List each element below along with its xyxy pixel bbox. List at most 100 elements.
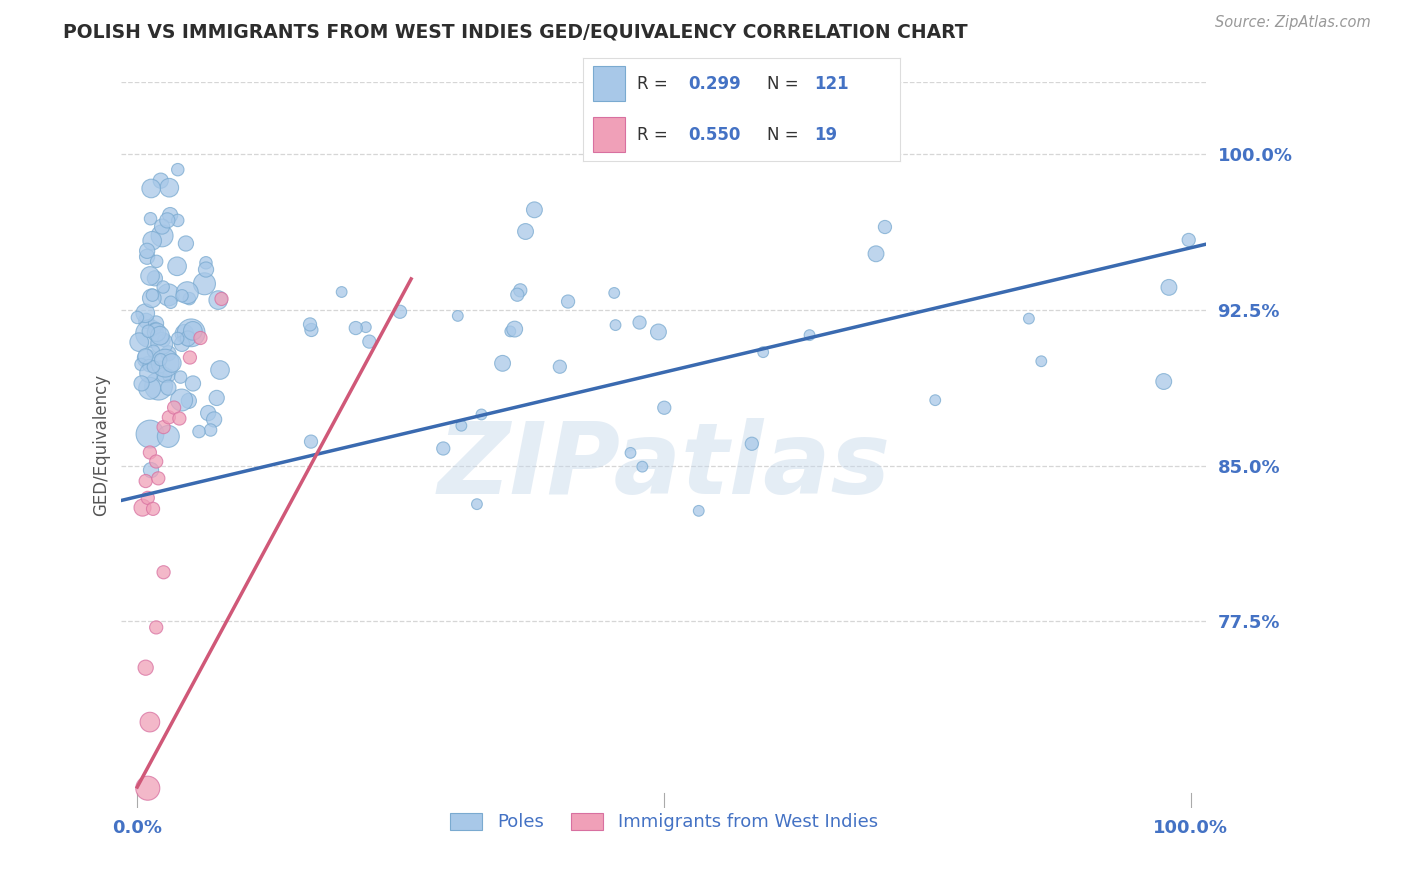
Text: 0.550: 0.550 bbox=[688, 126, 741, 144]
Text: N =: N = bbox=[768, 75, 799, 93]
Text: 0.299: 0.299 bbox=[688, 75, 741, 93]
Point bbox=[139, 427, 162, 442]
Point bbox=[145, 254, 167, 268]
Point bbox=[873, 219, 896, 234]
Point bbox=[157, 368, 180, 383]
Point bbox=[211, 292, 233, 306]
Point bbox=[179, 292, 201, 306]
Text: 19: 19 bbox=[814, 126, 838, 144]
Point bbox=[157, 429, 180, 443]
Point bbox=[148, 360, 170, 375]
Point bbox=[619, 446, 641, 460]
Point bbox=[181, 324, 204, 338]
Point bbox=[465, 497, 488, 511]
Point bbox=[299, 434, 322, 449]
Point bbox=[138, 381, 160, 395]
Bar bbox=[593, 118, 624, 153]
Point bbox=[136, 324, 159, 338]
Point bbox=[131, 376, 153, 391]
Point bbox=[136, 244, 159, 258]
Point bbox=[603, 285, 626, 300]
Point bbox=[157, 381, 180, 395]
Point bbox=[450, 418, 472, 433]
Point bbox=[135, 314, 157, 328]
Point bbox=[354, 320, 377, 334]
Text: R =: R = bbox=[637, 126, 668, 144]
Point bbox=[447, 309, 470, 323]
Point bbox=[160, 356, 183, 370]
Y-axis label: GED/Equivalency: GED/Equivalency bbox=[93, 374, 110, 516]
Point bbox=[143, 322, 166, 336]
Point bbox=[1177, 233, 1199, 247]
Text: R =: R = bbox=[637, 75, 668, 93]
Point bbox=[156, 213, 179, 227]
Point bbox=[128, 335, 150, 350]
Point bbox=[157, 180, 180, 194]
Point bbox=[208, 363, 231, 377]
Point bbox=[148, 471, 170, 485]
Point bbox=[149, 174, 172, 188]
Text: POLISH VS IMMIGRANTS FROM WEST INDIES GED/EQUIVALENCY CORRELATION CHART: POLISH VS IMMIGRANTS FROM WEST INDIES GE… bbox=[63, 22, 967, 41]
Point bbox=[135, 474, 157, 488]
Point bbox=[169, 370, 191, 384]
Point bbox=[197, 406, 219, 420]
Point bbox=[145, 620, 167, 634]
Point bbox=[166, 260, 188, 274]
Point bbox=[202, 412, 225, 426]
Point bbox=[157, 346, 180, 360]
Point bbox=[647, 325, 669, 339]
Point bbox=[141, 291, 163, 305]
Point bbox=[169, 411, 191, 425]
Point bbox=[138, 366, 160, 380]
Point bbox=[153, 334, 176, 348]
Point bbox=[139, 268, 162, 283]
Point bbox=[166, 213, 188, 227]
Point bbox=[207, 293, 229, 307]
Point bbox=[166, 331, 188, 345]
Point bbox=[134, 349, 156, 363]
Point bbox=[143, 271, 166, 285]
Point bbox=[179, 351, 201, 365]
Point bbox=[136, 781, 159, 796]
Point bbox=[149, 352, 172, 367]
Point bbox=[741, 436, 763, 450]
Point bbox=[503, 322, 526, 336]
Point bbox=[200, 423, 222, 437]
Point bbox=[799, 328, 821, 343]
Point bbox=[557, 294, 579, 309]
Point bbox=[195, 262, 218, 277]
Point bbox=[1153, 375, 1175, 389]
Point bbox=[139, 463, 162, 477]
Point bbox=[688, 504, 710, 518]
Point bbox=[138, 326, 160, 341]
Point bbox=[499, 324, 522, 338]
Point bbox=[129, 358, 152, 372]
Point bbox=[138, 359, 160, 373]
Point bbox=[491, 356, 513, 370]
Bar bbox=[593, 66, 624, 101]
Point bbox=[176, 285, 198, 300]
Point bbox=[159, 208, 181, 222]
Point bbox=[145, 454, 167, 468]
Point bbox=[157, 410, 180, 425]
Point bbox=[1018, 311, 1040, 326]
Point bbox=[389, 305, 412, 319]
Point bbox=[148, 379, 170, 393]
Point bbox=[159, 295, 181, 310]
Point bbox=[1031, 354, 1053, 368]
Point bbox=[177, 332, 200, 346]
Point bbox=[193, 277, 215, 291]
Point bbox=[299, 323, 322, 337]
Point bbox=[509, 283, 531, 297]
Point bbox=[652, 401, 675, 415]
Point bbox=[170, 392, 193, 407]
Point bbox=[142, 359, 165, 374]
Point bbox=[136, 356, 159, 370]
Point bbox=[131, 500, 153, 515]
Point bbox=[142, 344, 165, 359]
Text: Source: ZipAtlas.com: Source: ZipAtlas.com bbox=[1215, 15, 1371, 30]
Point bbox=[174, 236, 197, 251]
Text: N =: N = bbox=[768, 126, 799, 144]
Point bbox=[139, 445, 162, 459]
Point bbox=[141, 181, 163, 195]
